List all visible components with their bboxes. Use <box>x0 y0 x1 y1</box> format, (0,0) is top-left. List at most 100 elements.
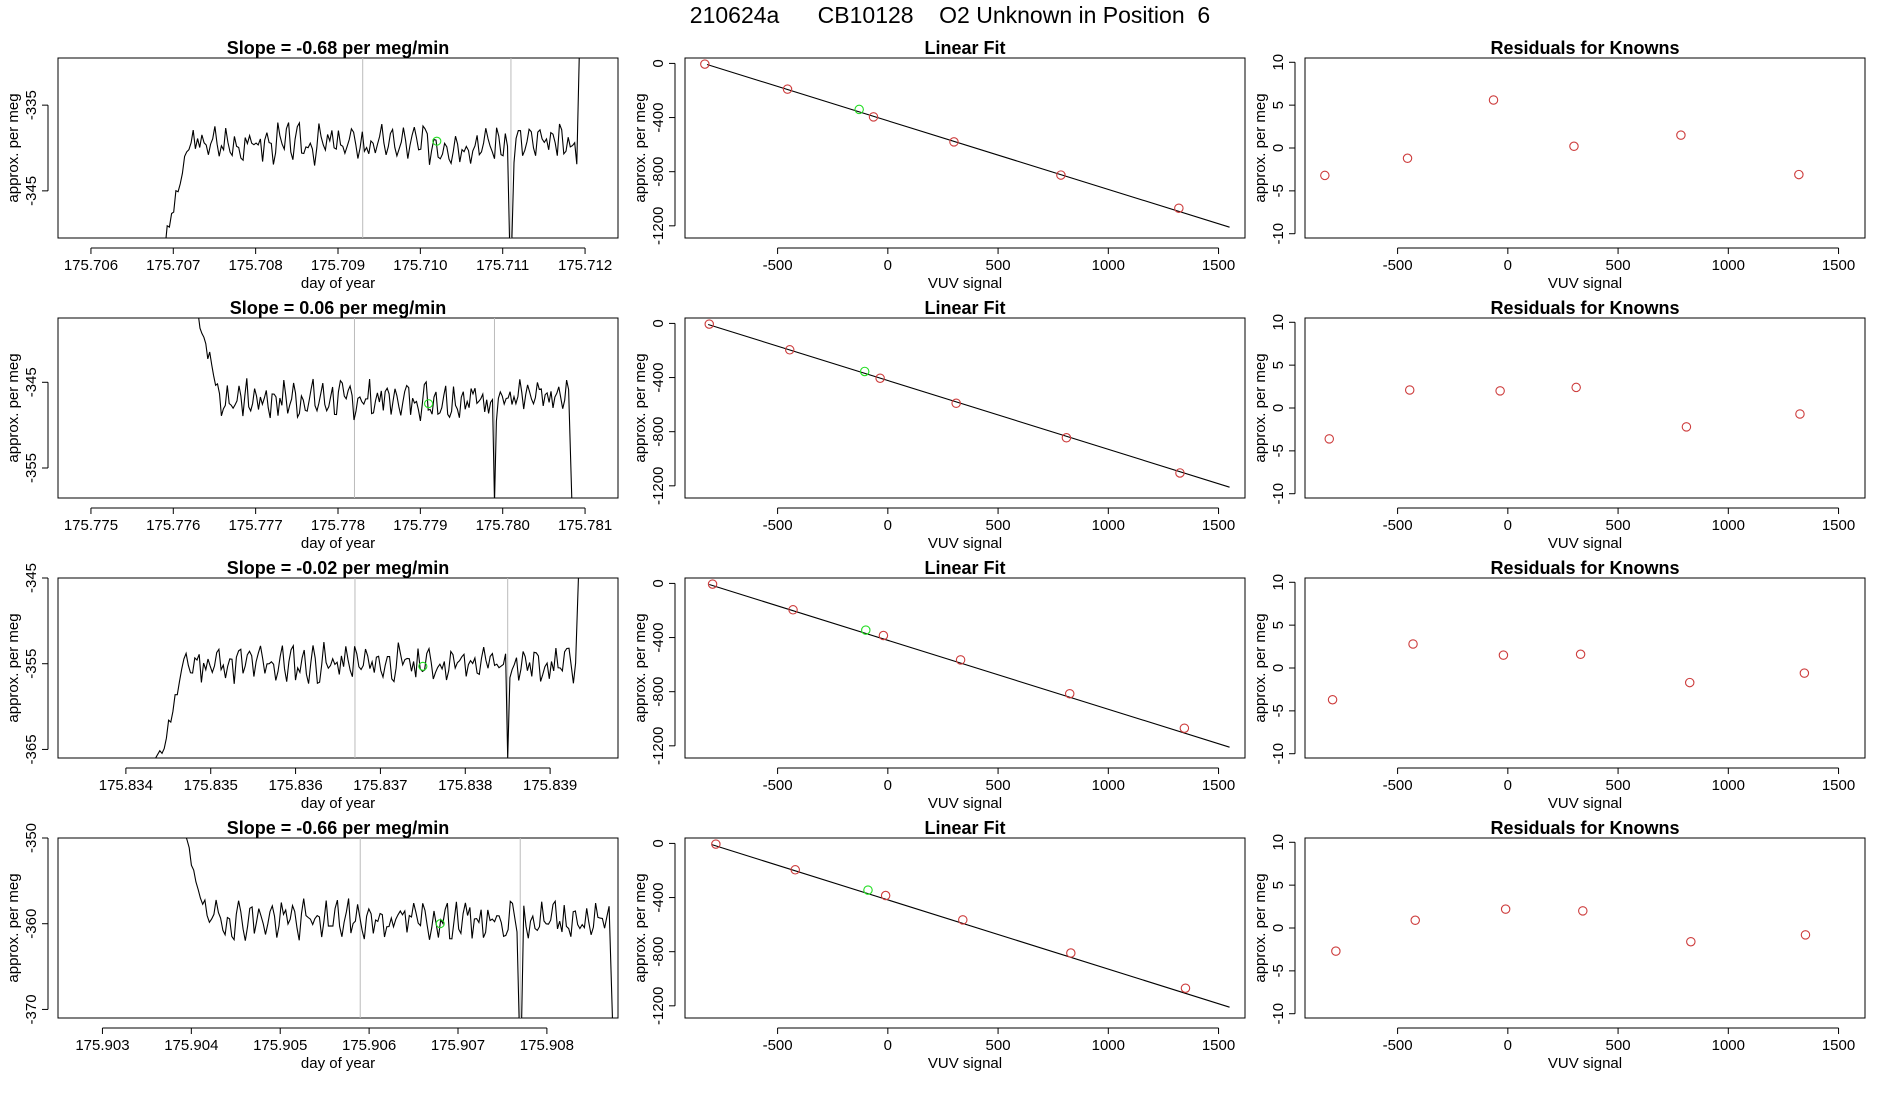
chart-panel-r3-resid: Residuals for Knowns -500 0 500 1000 1500 VUV … <box>1252 558 1866 812</box>
chart-title: Slope = -0.02 per meg/min <box>227 558 450 578</box>
x-tick-label: -500 <box>763 777 793 794</box>
y-tick-label: -1200 <box>650 987 667 1025</box>
x-axis-label: VUV signal <box>928 795 1002 812</box>
y-axis-label: approx. per meg <box>632 873 649 982</box>
x-tick-label: 1500 <box>1202 777 1235 794</box>
time-series-line <box>155 578 579 758</box>
chart-panel-r2-fit: Linear Fit -500 0 500 1000 1500 VUV signal 0 -40… <box>632 298 1246 552</box>
y-axis-label: approx. per meg <box>1252 873 1269 982</box>
known-point <box>1320 170 1330 181</box>
known-point <box>880 890 891 901</box>
x-tick-label: 1500 <box>1202 257 1235 274</box>
y-axis-label: approx. per meg <box>5 613 22 722</box>
plot-frame <box>684 577 1246 759</box>
x-tick-label: 1000 <box>1092 257 1125 274</box>
known-point <box>1402 153 1413 164</box>
unknown-point <box>418 661 428 671</box>
unknown-point <box>432 136 442 146</box>
plot-frame <box>684 317 1246 499</box>
known-point <box>1174 203 1184 213</box>
x-axis-label: VUV signal <box>1548 1055 1622 1072</box>
known-point <box>955 655 966 665</box>
unknown-point <box>859 366 870 377</box>
y-axis-label: approx. per meg <box>1252 613 1269 722</box>
known-point <box>1571 382 1581 393</box>
y-tick-label: 0 <box>650 319 667 327</box>
y-tick-label: -355 <box>23 453 40 483</box>
x-tick-label: -500 <box>763 257 793 274</box>
y-tick-label: 0 <box>1270 664 1287 672</box>
known-point <box>958 915 968 925</box>
y-tick-label: -800 <box>650 677 667 707</box>
y-axis-label: approx. per meg <box>1252 353 1269 462</box>
y-axis-label: approx. per meg <box>632 93 649 202</box>
x-axis-label: day of year <box>301 1055 375 1072</box>
x-tick-label: 175.834 <box>99 777 153 794</box>
plot-frame <box>684 57 1246 239</box>
chart-title: Residuals for Knowns <box>1490 818 1679 838</box>
x-tick-label: -500 <box>763 1037 793 1054</box>
chart-title: Residuals for Knowns <box>1490 298 1679 318</box>
y-tick-label: -1200 <box>650 467 667 505</box>
chart-panel-r1-fit: Linear Fit -500 0 500 1000 1500 VUV signal 0 -40… <box>632 38 1246 292</box>
known-point <box>1800 930 1811 940</box>
x-tick-label: 500 <box>1606 517 1631 534</box>
y-tick-label: -1200 <box>650 727 667 765</box>
y-tick-label: -400 <box>650 883 667 913</box>
known-point <box>1676 130 1686 140</box>
known-point <box>788 605 798 615</box>
x-axis-label: day of year <box>301 795 375 812</box>
y-tick-label: -5 <box>1270 964 1287 977</box>
x-tick-label: -500 <box>763 517 793 534</box>
y-tick-label: -335 <box>23 90 40 120</box>
chart-title: Linear Fit <box>924 818 1005 838</box>
x-tick-label: 175.780 <box>476 517 530 534</box>
x-tick-label: -500 <box>1383 257 1413 274</box>
y-axis-label: approx. per meg <box>5 873 22 982</box>
y-tick-label: 0 <box>1270 404 1287 412</box>
chart-panel-r3-trace: Slope = -0.02 per meg/min 175.834 175.835 1… <box>5 558 619 812</box>
known-point <box>1498 650 1509 660</box>
x-tick-label: 1000 <box>1712 517 1745 534</box>
known-point <box>1488 95 1499 105</box>
x-tick-label: 175.776 <box>146 517 200 534</box>
chart-panel-r2-trace: Slope = 0.06 per meg/min 175.775 175.776 17… <box>5 298 619 552</box>
y-tick-label: 0 <box>650 839 667 847</box>
plot-frame <box>1304 837 1866 1019</box>
x-tick-label: 500 <box>986 777 1011 794</box>
y-tick-label: 5 <box>1270 621 1287 629</box>
x-tick-label: 1500 <box>1822 257 1855 274</box>
known-point <box>1324 434 1335 444</box>
x-tick-label: -500 <box>1383 517 1413 534</box>
x-tick-label: 0 <box>1504 257 1512 274</box>
x-tick-label: 1000 <box>1712 777 1745 794</box>
known-point <box>1404 385 1415 395</box>
plot-area <box>704 319 1230 488</box>
chart-panel-r1-trace: Slope = -0.68 per meg/min 175.706 175.707 1… <box>5 38 619 292</box>
plot-frame <box>1304 577 1866 759</box>
x-tick-label: 175.777 <box>229 517 283 534</box>
y-tick-label: -400 <box>650 363 667 393</box>
chart-panel-r2-resid: Residuals for Knowns -500 0 500 1000 1500 VUV … <box>1252 298 1866 552</box>
x-tick-label: 1500 <box>1822 517 1855 534</box>
x-tick-label: 175.903 <box>75 1037 129 1054</box>
x-tick-label: 0 <box>884 517 892 534</box>
known-point <box>700 59 710 69</box>
time-series-line <box>198 318 573 498</box>
y-tick-label: -10 <box>1270 743 1287 765</box>
x-tick-label: 1500 <box>1202 1037 1235 1054</box>
x-tick-label: 175.906 <box>342 1037 396 1054</box>
y-tick-label: -345 <box>23 367 40 397</box>
y-tick-label: -800 <box>650 417 667 447</box>
x-tick-label: 500 <box>1606 1037 1631 1054</box>
known-point <box>868 112 879 122</box>
x-tick-label: 0 <box>1504 1037 1512 1054</box>
plot-frame <box>684 837 1246 1019</box>
known-point <box>1175 468 1185 478</box>
plot-frame <box>57 577 619 759</box>
x-tick-label: 175.908 <box>520 1037 574 1054</box>
unknown-point <box>435 919 445 929</box>
known-point <box>1061 433 1072 443</box>
y-tick-label: -400 <box>650 103 667 133</box>
